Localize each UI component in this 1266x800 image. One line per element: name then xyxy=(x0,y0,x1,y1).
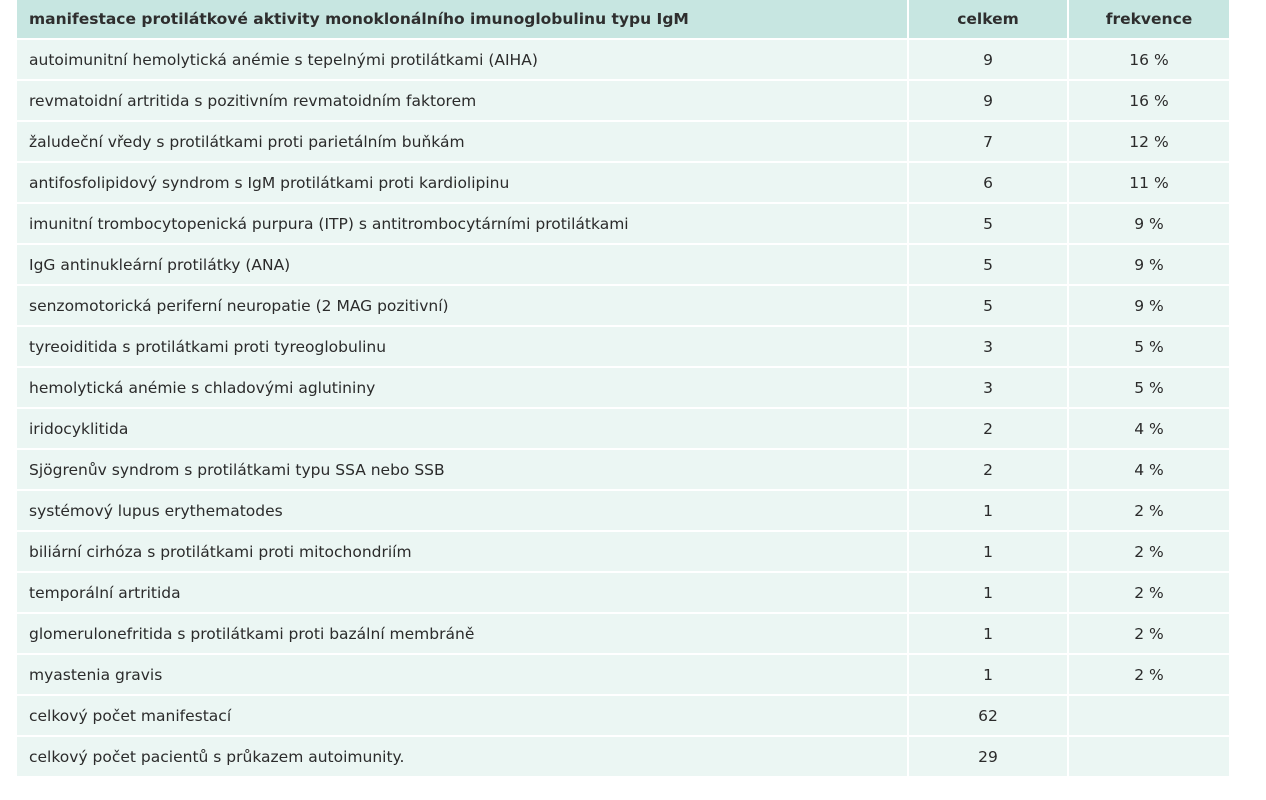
cell-total: 5 xyxy=(907,204,1067,245)
data-table: manifestace protilátkové aktivity monokl… xyxy=(17,0,1229,778)
cell-frequency: 12 % xyxy=(1067,122,1229,163)
table-row: revmatoidní artritida s pozitivním revma… xyxy=(17,81,1229,122)
cell-frequency: 9 % xyxy=(1067,204,1229,245)
table-row: celkový počet manifestací 62 xyxy=(17,696,1229,737)
cell-manifestation: temporální artritida xyxy=(17,573,907,614)
cell-manifestation: imunitní trombocytopenická purpura (ITP)… xyxy=(17,204,907,245)
cell-total: 2 xyxy=(907,409,1067,450)
table-row: tyreoiditida s protilátkami proti tyreog… xyxy=(17,327,1229,368)
cell-manifestation: iridocyklitida xyxy=(17,409,907,450)
cell-manifestation: antifosfolipidový syndrom s IgM protilát… xyxy=(17,163,907,204)
table-row: celkový počet pacientů s průkazem autoim… xyxy=(17,737,1229,778)
cell-total: 1 xyxy=(907,655,1067,696)
cell-frequency xyxy=(1067,696,1229,737)
cell-frequency: 9 % xyxy=(1067,286,1229,327)
cell-frequency: 9 % xyxy=(1067,245,1229,286)
cell-manifestation: Sjögrenův syndrom s protilátkami typu SS… xyxy=(17,450,907,491)
cell-total: 1 xyxy=(907,614,1067,655)
table-row: iridocyklitida 2 4 % xyxy=(17,409,1229,450)
cell-manifestation: myastenia gravis xyxy=(17,655,907,696)
table-row: senzomotorická periferní neuropatie (2 M… xyxy=(17,286,1229,327)
cell-manifestation: systémový lupus erythematodes xyxy=(17,491,907,532)
cell-manifestation: glomerulonefritida s protilátkami proti … xyxy=(17,614,907,655)
cell-manifestation: celkový počet pacientů s průkazem autoim… xyxy=(17,737,907,778)
table-row: myastenia gravis 1 2 % xyxy=(17,655,1229,696)
cell-total: 9 xyxy=(907,40,1067,81)
table-row: autoimunitní hemolytická anémie s tepeln… xyxy=(17,40,1229,81)
table-body: autoimunitní hemolytická anémie s tepeln… xyxy=(17,40,1229,778)
cell-total: 2 xyxy=(907,450,1067,491)
cell-total: 9 xyxy=(907,81,1067,122)
cell-frequency: 2 % xyxy=(1067,573,1229,614)
column-header-manifestation: manifestace protilátkové aktivity monokl… xyxy=(17,0,907,40)
table-row: biliární cirhóza s protilátkami proti mi… xyxy=(17,532,1229,573)
cell-total: 5 xyxy=(907,245,1067,286)
cell-manifestation: žaludeční vředy s protilátkami proti par… xyxy=(17,122,907,163)
cell-manifestation: IgG antinukleární protilátky (ANA) xyxy=(17,245,907,286)
table-row: hemolytická anémie s chladovými aglutini… xyxy=(17,368,1229,409)
cell-frequency: 11 % xyxy=(1067,163,1229,204)
cell-frequency xyxy=(1067,737,1229,778)
table-row: systémový lupus erythematodes 1 2 % xyxy=(17,491,1229,532)
table-row: glomerulonefritida s protilátkami proti … xyxy=(17,614,1229,655)
cell-total: 3 xyxy=(907,327,1067,368)
cell-frequency: 2 % xyxy=(1067,532,1229,573)
cell-frequency: 5 % xyxy=(1067,368,1229,409)
column-header-frequency: frekvence xyxy=(1067,0,1229,40)
cell-manifestation: tyreoiditida s protilátkami proti tyreog… xyxy=(17,327,907,368)
cell-manifestation: hemolytická anémie s chladovými aglutini… xyxy=(17,368,907,409)
table-row: Sjögrenův syndrom s protilátkami typu SS… xyxy=(17,450,1229,491)
cell-manifestation: revmatoidní artritida s pozitivním revma… xyxy=(17,81,907,122)
cell-total: 7 xyxy=(907,122,1067,163)
cell-total: 29 xyxy=(907,737,1067,778)
header-row: manifestace protilátkové aktivity monokl… xyxy=(17,0,1229,40)
cell-total: 5 xyxy=(907,286,1067,327)
cell-manifestation: celkový počet manifestací xyxy=(17,696,907,737)
cell-total: 3 xyxy=(907,368,1067,409)
cell-manifestation: senzomotorická periferní neuropatie (2 M… xyxy=(17,286,907,327)
cell-manifestation: biliární cirhóza s protilátkami proti mi… xyxy=(17,532,907,573)
cell-total: 1 xyxy=(907,491,1067,532)
cell-total: 62 xyxy=(907,696,1067,737)
table-header: manifestace protilátkové aktivity monokl… xyxy=(17,0,1229,40)
cell-frequency: 2 % xyxy=(1067,614,1229,655)
cell-frequency: 4 % xyxy=(1067,450,1229,491)
cell-frequency: 2 % xyxy=(1067,491,1229,532)
table-row: temporální artritida 1 2 % xyxy=(17,573,1229,614)
table-row: antifosfolipidový syndrom s IgM protilát… xyxy=(17,163,1229,204)
cell-frequency: 4 % xyxy=(1067,409,1229,450)
table-row: IgG antinukleární protilátky (ANA) 5 9 % xyxy=(17,245,1229,286)
cell-total: 1 xyxy=(907,532,1067,573)
table-row: imunitní trombocytopenická purpura (ITP)… xyxy=(17,204,1229,245)
cell-frequency: 5 % xyxy=(1067,327,1229,368)
table-row: žaludeční vředy s protilátkami proti par… xyxy=(17,122,1229,163)
cell-frequency: 2 % xyxy=(1067,655,1229,696)
cell-total: 6 xyxy=(907,163,1067,204)
cell-frequency: 16 % xyxy=(1067,40,1229,81)
table-container: manifestace protilátkové aktivity monokl… xyxy=(17,0,1229,778)
cell-frequency: 16 % xyxy=(1067,81,1229,122)
column-header-total: celkem xyxy=(907,0,1067,40)
cell-total: 1 xyxy=(907,573,1067,614)
cell-manifestation: autoimunitní hemolytická anémie s tepeln… xyxy=(17,40,907,81)
